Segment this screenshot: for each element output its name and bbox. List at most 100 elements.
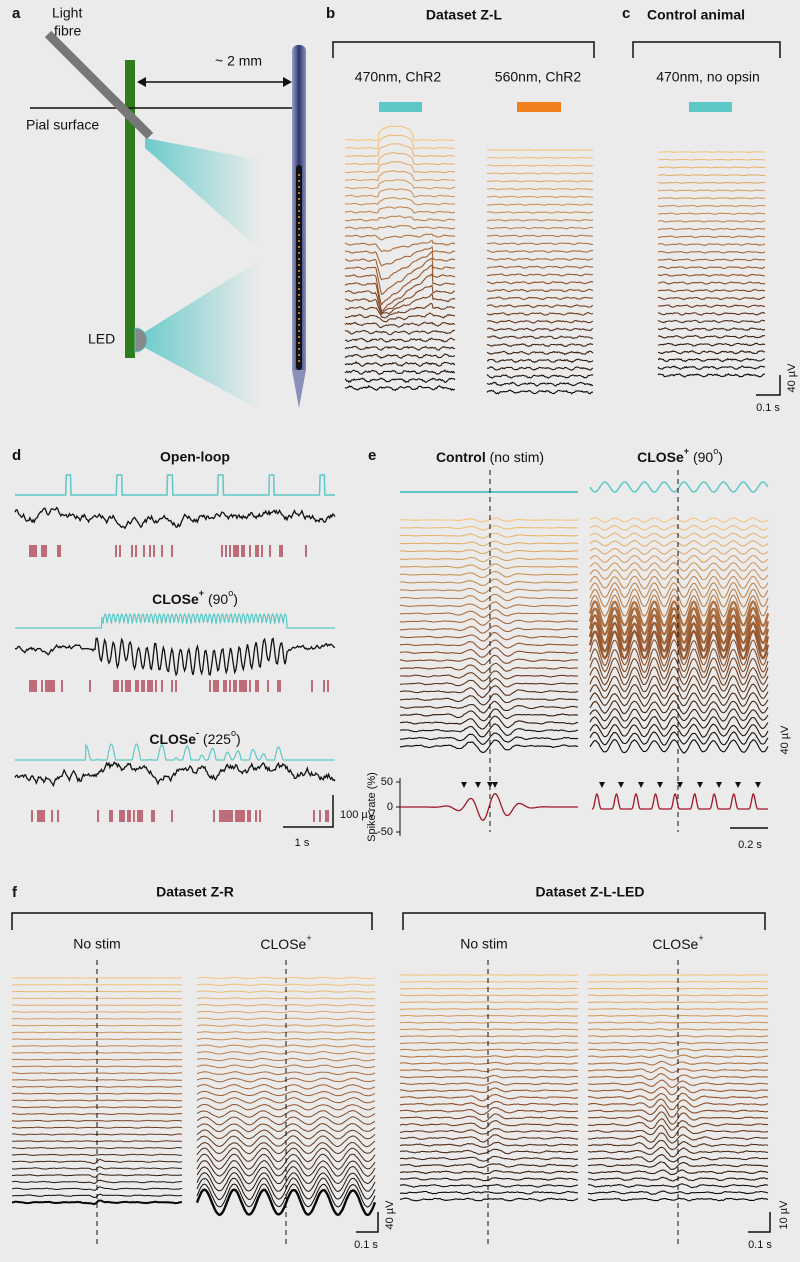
trace bbox=[587, 1161, 769, 1170]
bracket bbox=[632, 41, 781, 58]
led-cone bbox=[140, 260, 260, 410]
contact bbox=[298, 228, 300, 230]
trace bbox=[344, 312, 456, 323]
scale-label: 40 µV bbox=[786, 363, 798, 393]
trace bbox=[399, 555, 579, 563]
trace bbox=[588, 1139, 769, 1151]
trace bbox=[587, 994, 768, 997]
condition: No stim bbox=[460, 936, 507, 952]
trace bbox=[588, 974, 769, 976]
contact bbox=[298, 324, 300, 326]
trace bbox=[657, 258, 766, 262]
trace bbox=[344, 264, 456, 306]
title-sup: + bbox=[199, 588, 204, 598]
trace bbox=[399, 1169, 579, 1175]
contact bbox=[298, 270, 300, 272]
title-part: CLOSe bbox=[637, 449, 684, 465]
trace bbox=[399, 1021, 579, 1024]
y-tick-label: 0 bbox=[387, 801, 393, 813]
trace bbox=[589, 675, 769, 693]
panel-title: Dataset Z-L-LED bbox=[536, 884, 645, 900]
scale-bar bbox=[356, 1212, 379, 1233]
trace bbox=[587, 1021, 769, 1024]
trace bbox=[589, 540, 769, 547]
marker bbox=[492, 782, 498, 788]
trace bbox=[589, 594, 769, 618]
trace bbox=[486, 249, 594, 254]
trace bbox=[344, 369, 456, 376]
scale-label: 40 µV bbox=[779, 725, 791, 755]
trace bbox=[399, 1183, 579, 1188]
trace bbox=[344, 196, 456, 206]
trace bbox=[657, 265, 765, 270]
label: Pial surface bbox=[26, 117, 99, 133]
trace bbox=[196, 1123, 376, 1133]
trace bbox=[657, 357, 765, 363]
contact bbox=[298, 312, 300, 314]
trace bbox=[196, 983, 376, 986]
marker bbox=[755, 782, 761, 788]
trace bbox=[658, 158, 766, 161]
trace bbox=[399, 1093, 579, 1102]
contact bbox=[298, 342, 300, 344]
trace bbox=[587, 1001, 768, 1004]
trace bbox=[486, 296, 594, 301]
trace bbox=[344, 257, 456, 295]
y-tick-label: 50 bbox=[381, 776, 393, 788]
trace bbox=[344, 233, 456, 241]
trace bbox=[399, 1008, 579, 1011]
rate-trace bbox=[400, 792, 578, 822]
trace bbox=[399, 593, 579, 603]
trace bbox=[589, 517, 769, 523]
marker bbox=[657, 782, 663, 788]
contact bbox=[298, 198, 300, 200]
contact bbox=[298, 240, 300, 242]
trace bbox=[658, 212, 766, 215]
trace bbox=[589, 569, 769, 581]
stim-trace bbox=[589, 481, 769, 493]
trace bbox=[589, 723, 769, 738]
trace bbox=[486, 219, 593, 222]
title-sup: o bbox=[228, 588, 233, 598]
trace bbox=[11, 1126, 183, 1129]
trace bbox=[344, 206, 456, 214]
trace bbox=[486, 211, 594, 214]
trace bbox=[486, 304, 593, 309]
stim-bar bbox=[689, 102, 732, 112]
trace bbox=[657, 204, 766, 208]
stim-bar bbox=[517, 102, 561, 112]
title-part: ) bbox=[233, 591, 238, 607]
trace bbox=[589, 731, 769, 746]
condition-sup: + bbox=[306, 933, 311, 943]
trace bbox=[399, 540, 579, 547]
trace bbox=[399, 639, 579, 651]
trace bbox=[399, 1100, 579, 1108]
trace bbox=[587, 1132, 769, 1144]
trace bbox=[399, 586, 578, 594]
stim-trace bbox=[15, 743, 335, 761]
trace bbox=[344, 384, 456, 392]
trace bbox=[589, 532, 769, 539]
label: fibre bbox=[54, 23, 81, 39]
title-part: CLOSe bbox=[152, 591, 199, 607]
trace bbox=[589, 547, 769, 555]
trace bbox=[587, 1048, 769, 1052]
title-sup: + bbox=[684, 446, 689, 456]
trace bbox=[658, 227, 765, 231]
trace bbox=[399, 570, 579, 579]
trace bbox=[196, 1044, 376, 1048]
trace bbox=[344, 321, 456, 329]
trace bbox=[399, 609, 579, 618]
trace bbox=[400, 1120, 579, 1130]
panel-title: Control animal bbox=[647, 7, 745, 23]
trace bbox=[399, 1155, 579, 1162]
panel-title: Control (no stim) bbox=[436, 449, 544, 465]
trace bbox=[399, 578, 578, 586]
trace bbox=[486, 164, 594, 167]
title-part: (225 bbox=[199, 731, 231, 747]
trace bbox=[399, 1028, 579, 1031]
trace bbox=[399, 715, 579, 730]
trace bbox=[589, 691, 769, 707]
title-part: ) bbox=[718, 449, 723, 465]
trace bbox=[657, 197, 766, 200]
